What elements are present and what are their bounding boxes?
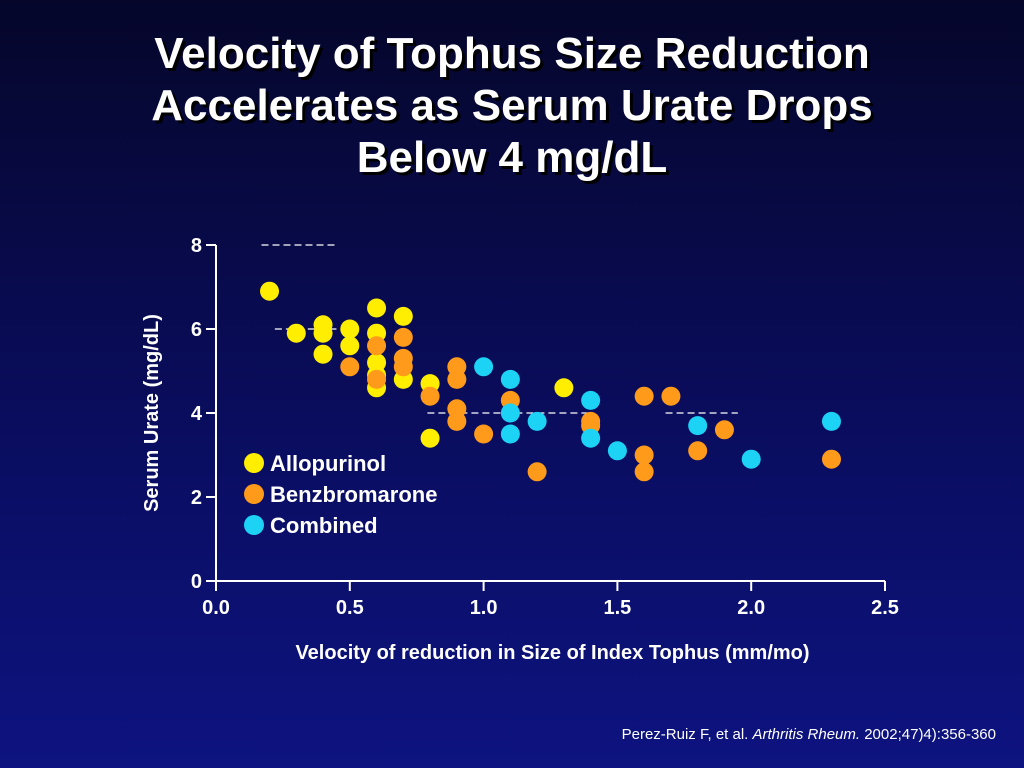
combined-data-point bbox=[607, 441, 627, 461]
y-tick-label: 6 bbox=[191, 319, 202, 341]
benzbromarone-data-point bbox=[661, 386, 681, 406]
citation: Perez-Ruiz F, et al. Arthritis Rheum. 20… bbox=[622, 726, 996, 743]
allopurinol-data-point bbox=[340, 319, 360, 339]
x-axis-label: Velocity of reduction in Size of Index T… bbox=[295, 642, 809, 664]
benzbromarone-data-point bbox=[447, 369, 467, 389]
combined-data-point bbox=[581, 390, 601, 410]
combined-data-point bbox=[527, 411, 547, 431]
benzbromarone-data-point bbox=[393, 357, 413, 377]
benzbromarone-data-point bbox=[367, 369, 387, 389]
legend-marker-allopurinol bbox=[244, 453, 264, 473]
y-tick-label: 8 bbox=[191, 235, 202, 257]
legend-label-combined: Combined bbox=[270, 513, 378, 538]
title-line-3: Below 4 mg/dL bbox=[356, 133, 668, 182]
combined-data-point bbox=[821, 411, 841, 431]
combined-data-point bbox=[741, 449, 761, 469]
benzbromarone-data-point bbox=[393, 327, 413, 347]
legend-label-benzbromarone: Benzbromarone bbox=[270, 482, 437, 507]
x-tick-label: 2.5 bbox=[871, 597, 899, 619]
benzbromarone-data-point bbox=[688, 441, 708, 461]
y-tick-label: 2 bbox=[191, 487, 202, 509]
citation-journal: Arthritis Rheum. bbox=[752, 726, 861, 743]
benzbromarone-data-point bbox=[527, 462, 547, 482]
title-line-1: Velocity of Tophus Size Reduction bbox=[154, 29, 870, 78]
combined-data-point bbox=[474, 357, 494, 377]
allopurinol-data-point bbox=[286, 323, 306, 343]
x-tick-label: 2.0 bbox=[737, 597, 765, 619]
combined-data-point bbox=[688, 416, 708, 436]
benzbromarone-data-point bbox=[340, 357, 360, 377]
allopurinol-data-point bbox=[313, 323, 333, 343]
combined-data-point bbox=[500, 403, 520, 423]
allopurinol-data-point bbox=[313, 344, 333, 364]
allopurinol-data-point bbox=[260, 281, 280, 301]
allopurinol-data-point bbox=[420, 428, 440, 448]
allopurinol-data-point bbox=[340, 336, 360, 356]
x-tick-label: 1.5 bbox=[603, 597, 631, 619]
benzbromarone-data-point bbox=[474, 424, 494, 444]
benzbromarone-data-point bbox=[634, 462, 654, 482]
benzbromarone-data-point bbox=[447, 411, 467, 431]
benzbromarone-data-point bbox=[367, 336, 387, 356]
allopurinol-data-point bbox=[367, 298, 387, 318]
combined-data-point bbox=[500, 424, 520, 444]
benzbromarone-data-point bbox=[420, 386, 440, 406]
legend-label-allopurinol: Allopurinol bbox=[270, 451, 386, 476]
slide-title: Velocity of Tophus Size Reduction Accele… bbox=[0, 28, 1024, 184]
citation-authors: Perez-Ruiz F, et al. bbox=[621, 726, 749, 743]
benzbromarone-data-point bbox=[634, 445, 654, 465]
y-tick-label: 0 bbox=[191, 571, 202, 593]
y-axis-label: Serum Urate (mg/dL) bbox=[141, 314, 163, 512]
benzbromarone-data-point bbox=[821, 449, 841, 469]
legend-marker-benzbromarone bbox=[244, 484, 264, 504]
benzbromarone-data-point bbox=[714, 420, 734, 440]
y-tick-label: 4 bbox=[191, 403, 203, 425]
combined-data-point bbox=[500, 369, 520, 389]
x-tick-label: 1.0 bbox=[470, 597, 498, 619]
x-tick-label: 0.5 bbox=[336, 597, 364, 619]
legend-marker-combined bbox=[244, 515, 264, 535]
allopurinol-data-point bbox=[393, 306, 413, 326]
allopurinol-data-point bbox=[554, 378, 574, 398]
title-line-2: Accelerates as Serum Urate Drops bbox=[151, 81, 873, 130]
citation-details: 2002;47)4):356-360 bbox=[864, 726, 996, 743]
x-tick-label: 0.0 bbox=[202, 597, 230, 619]
combined-data-point bbox=[581, 428, 601, 448]
benzbromarone-data-point bbox=[634, 386, 654, 406]
